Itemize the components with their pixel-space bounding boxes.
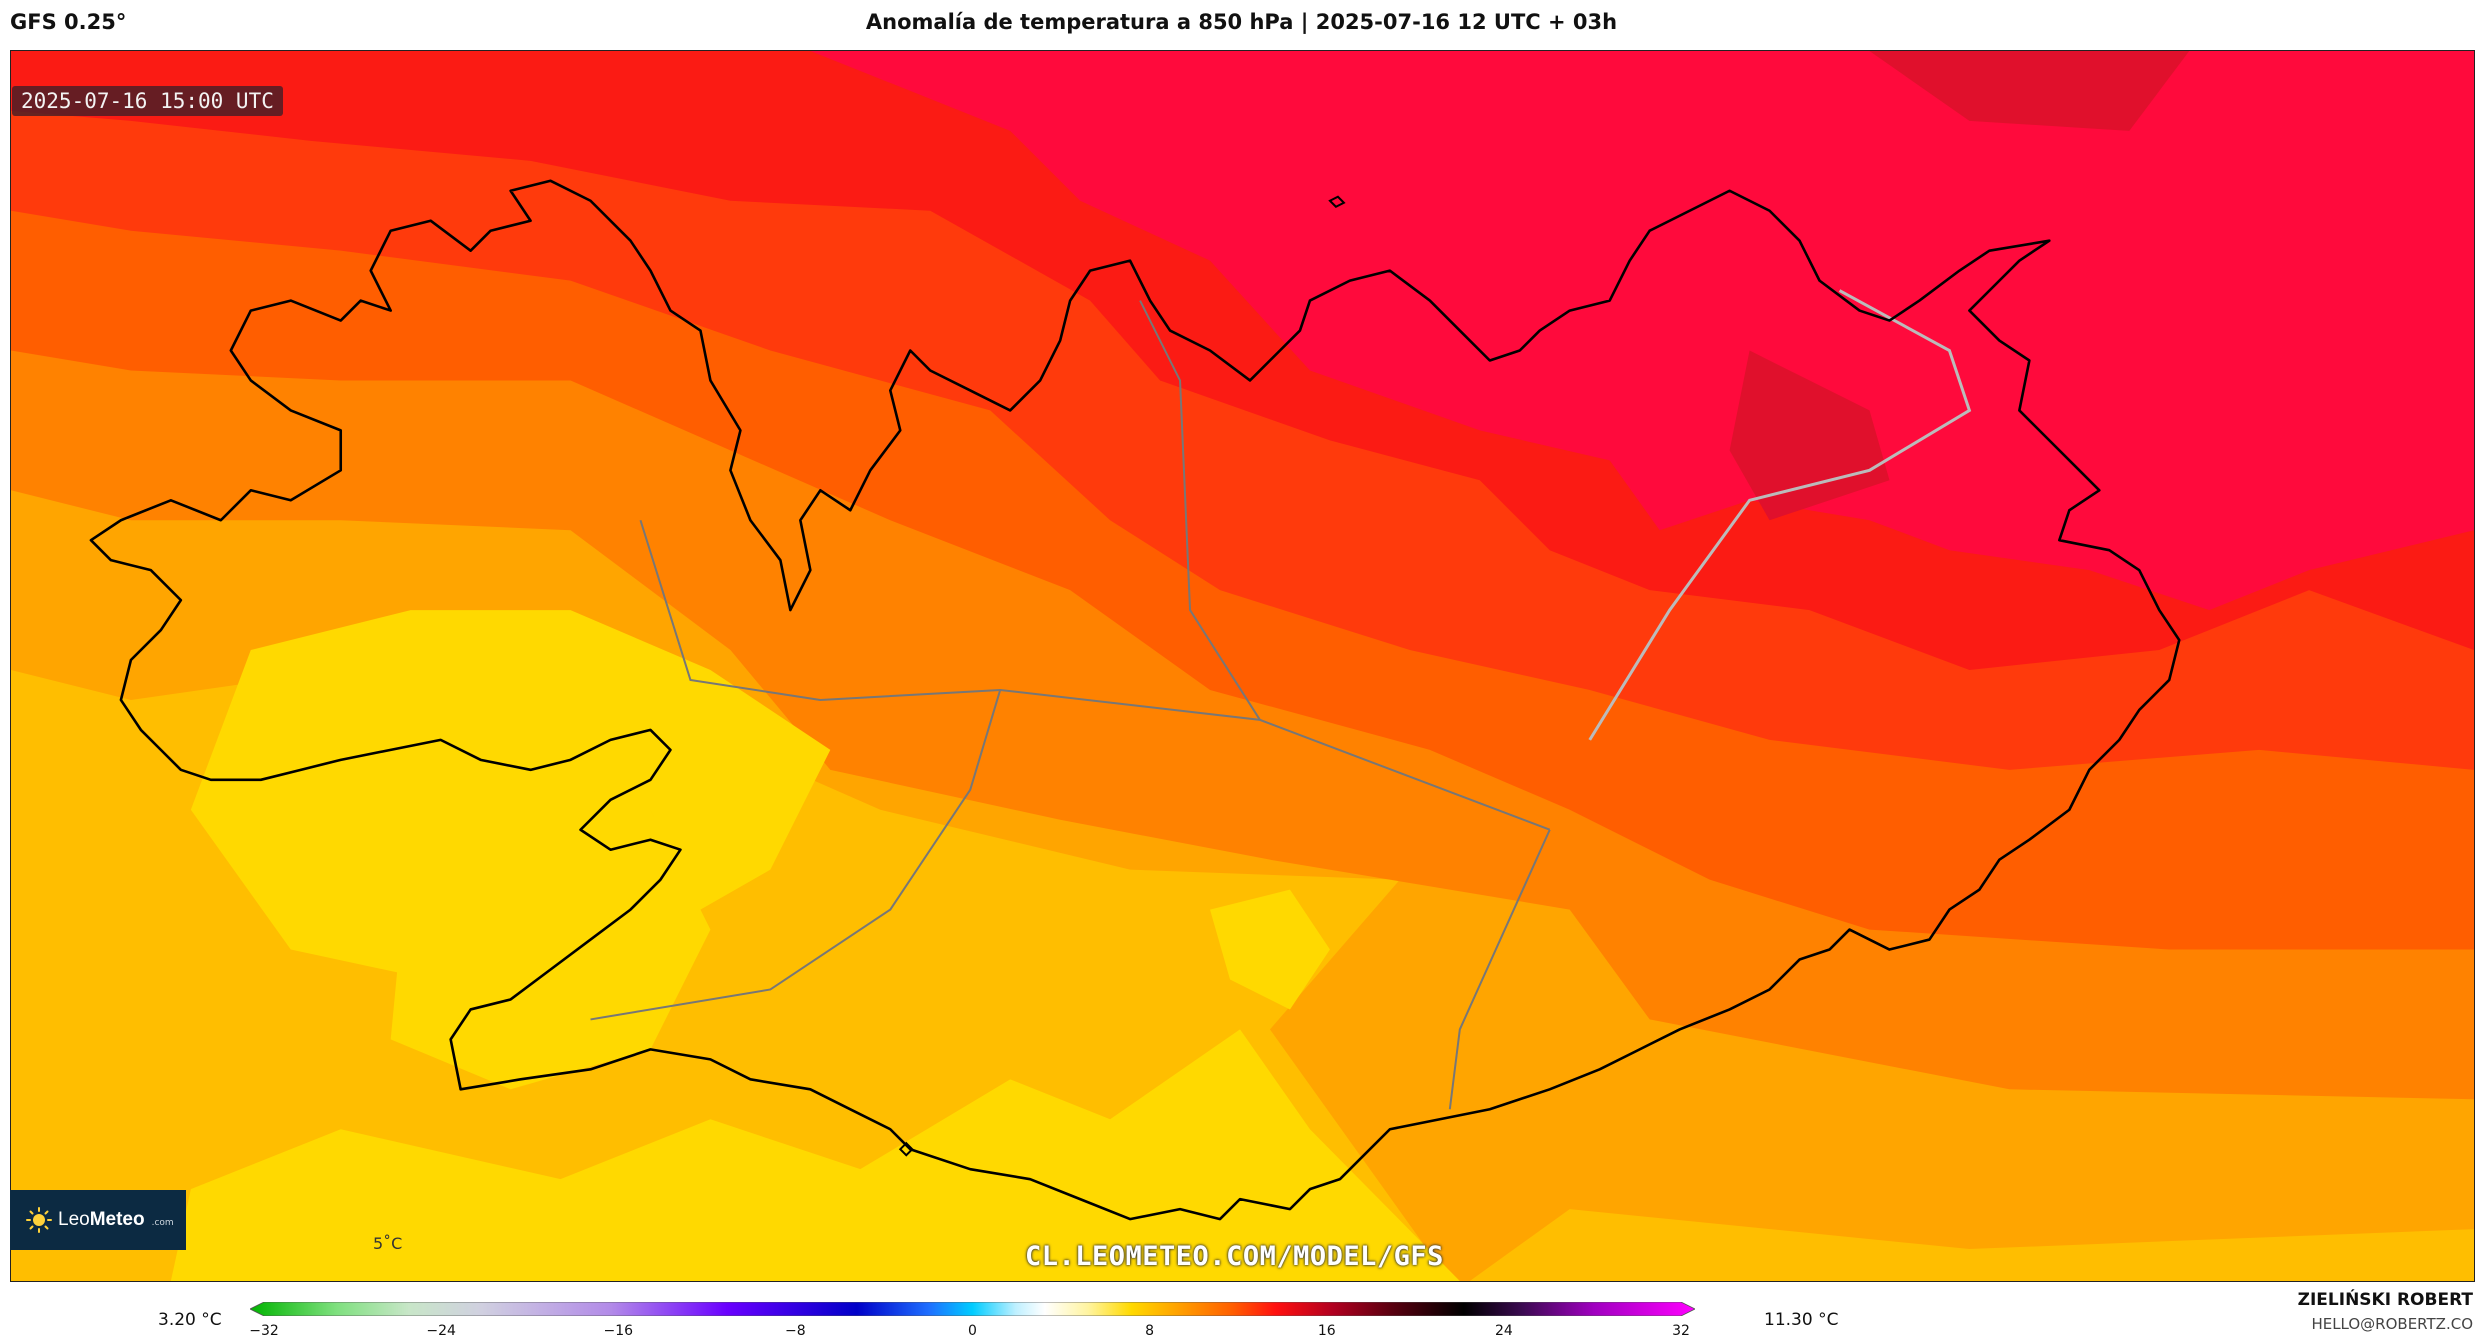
colorbar-tick: −8 xyxy=(785,1323,806,1339)
url-watermark[interactable]: CL.LEOMETEO.COM/MODEL/GFS xyxy=(1025,1241,1444,1272)
colorbar-ticks: −32 −24 −16 −8 0 8 16 24 32 xyxy=(0,1323,2483,1343)
band-crimson-dark-top xyxy=(1869,51,2190,131)
model-label: GFS 0.25° xyxy=(10,10,127,34)
colorbar-tick: −32 xyxy=(249,1323,279,1339)
colorbar-tick: −16 xyxy=(603,1323,634,1339)
sun-icon xyxy=(26,1207,52,1233)
author-name: ZIELIŃSKI ROBERT xyxy=(2297,1290,2473,1310)
colorbar-tick: 24 xyxy=(1494,1323,1513,1339)
logo-text: LeoMeteo xyxy=(58,1209,145,1230)
logo-domain: .com xyxy=(151,1218,174,1228)
border-line-east xyxy=(1588,289,1972,741)
colorbar-min-label: 3.20 °C xyxy=(158,1310,222,1330)
colorbar-max-label: 11.30 °C xyxy=(1764,1310,1839,1330)
band-yellow-2 xyxy=(390,769,1330,1090)
band-crimson-dark xyxy=(1729,350,1890,521)
colorbar-tick: 32 xyxy=(1672,1323,1690,1339)
map-title: Anomalía de temperatura a 850 hPa | 2025… xyxy=(865,10,1618,34)
valid-time-label: 2025-07-16 15:00 UTC xyxy=(12,86,283,116)
temperature-anomaly-map[interactable] xyxy=(11,51,2474,1281)
band-yellow xyxy=(170,610,1460,1281)
colorbar-tick: 8 xyxy=(1145,1323,1155,1339)
colorbar-tick: −24 xyxy=(426,1323,456,1339)
author-email[interactable]: HELLO@ROBERTZ.CO xyxy=(2311,1315,2473,1333)
colorbar-tick: 16 xyxy=(1317,1323,1336,1339)
contour-label: 5˚C xyxy=(373,1234,403,1253)
border-line xyxy=(590,300,1551,1110)
leometeo-logo[interactable]: LeoMeteo .com xyxy=(10,1190,186,1250)
map-frame[interactable] xyxy=(10,50,2475,1282)
colorbar xyxy=(250,1302,1695,1316)
islet xyxy=(898,195,1346,1157)
colorbar-tick: 0 xyxy=(968,1323,977,1339)
iceland-coastline xyxy=(89,179,2181,1221)
band-crimson xyxy=(810,51,2474,611)
